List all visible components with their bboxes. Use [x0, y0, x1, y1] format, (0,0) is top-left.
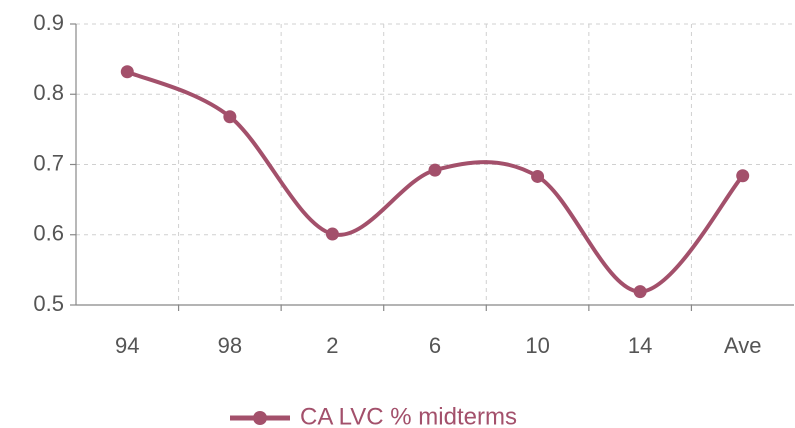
point	[428, 163, 442, 177]
x-tick-label: 2	[326, 333, 338, 358]
legend-label: CA LVC % midterms	[300, 403, 517, 428]
series-line	[126, 69, 745, 294]
y-tick-label: 0.9	[33, 10, 64, 35]
y-tick-label: 0.7	[33, 150, 64, 175]
legend-marker	[253, 411, 267, 425]
point	[633, 285, 647, 299]
y-tick-label: 0.8	[33, 80, 64, 105]
x-tick-label: 94	[115, 333, 139, 358]
y-tick-label: 0.6	[33, 221, 64, 246]
y-tick-label: 0.5	[33, 291, 64, 316]
x-tick-label: 10	[525, 333, 549, 358]
point	[325, 227, 339, 241]
point	[736, 169, 750, 183]
x-tick-label: 14	[628, 333, 652, 358]
x-tick-label: Ave	[724, 333, 762, 358]
point	[223, 110, 237, 124]
x-tick-label: 98	[218, 333, 242, 358]
point	[120, 65, 134, 79]
point	[531, 169, 545, 183]
x-tick-label: 6	[429, 333, 441, 358]
